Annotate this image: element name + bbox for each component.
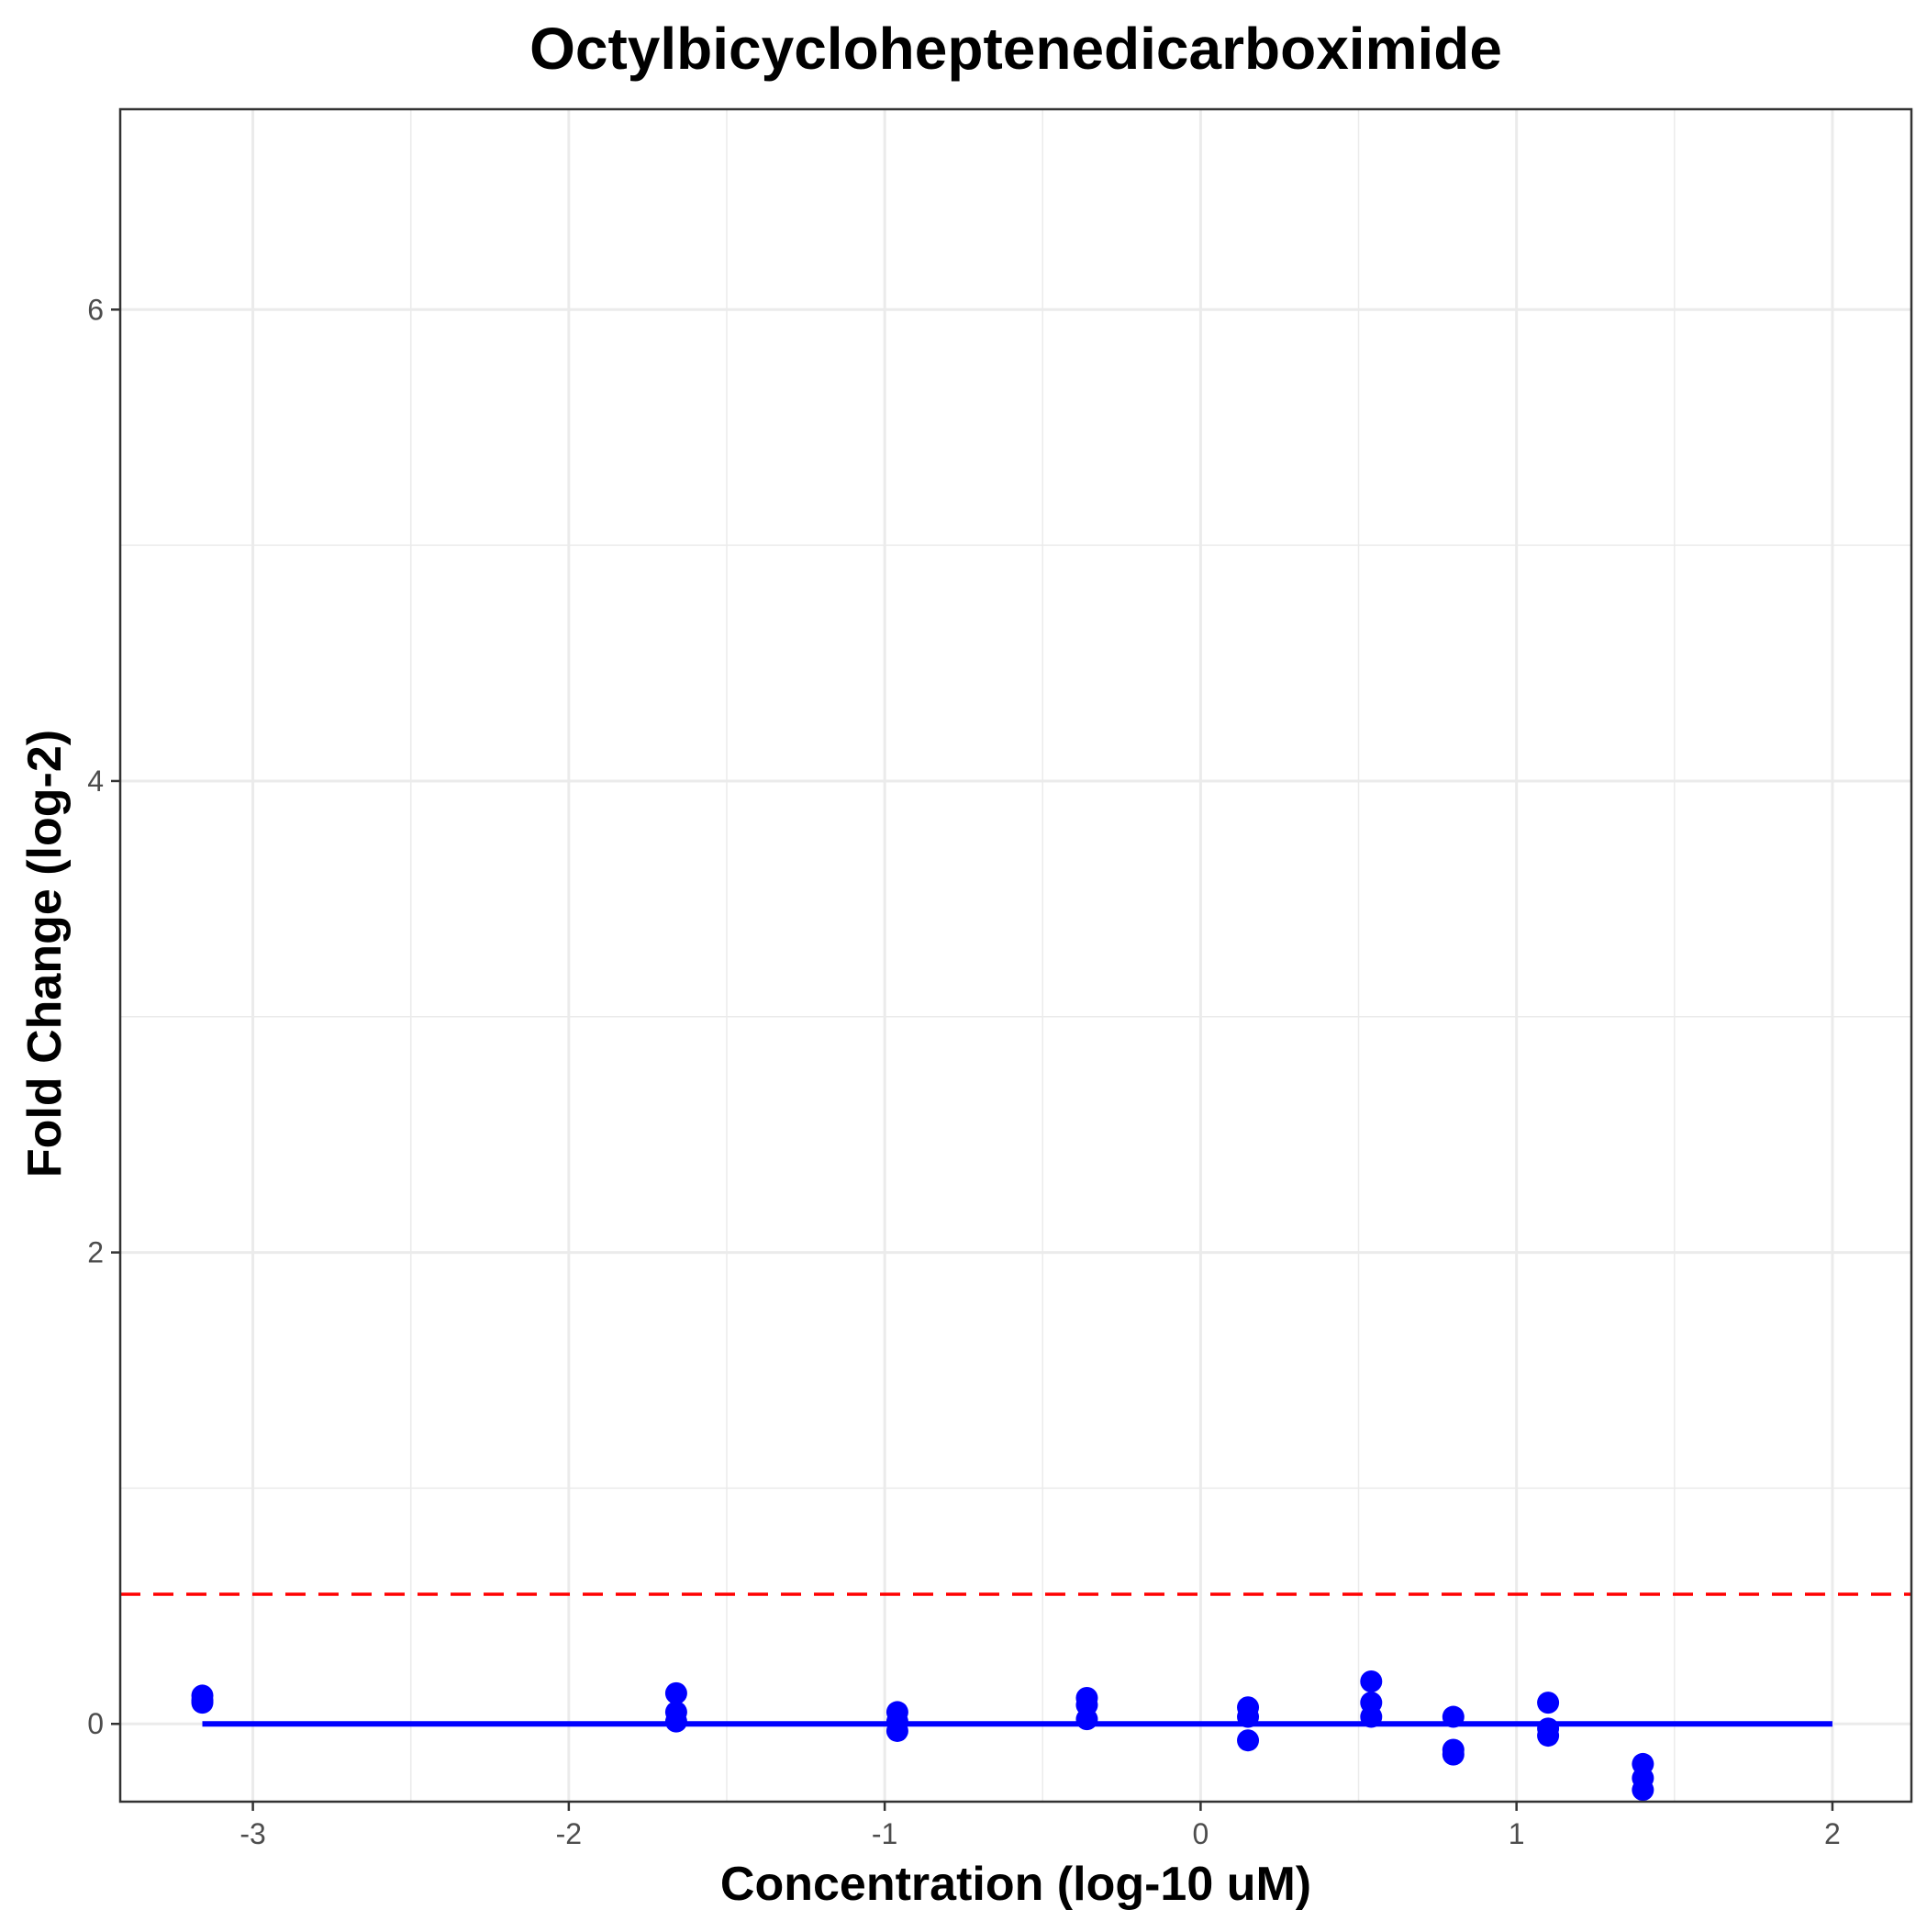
x-tick-label: -3 xyxy=(239,1817,265,1850)
data-point xyxy=(1537,1725,1560,1748)
y-axis-title: Fold Change (log-2) xyxy=(18,730,72,1178)
data-point xyxy=(1360,1705,1383,1728)
y-tick-label: 0 xyxy=(87,1707,104,1740)
data-point xyxy=(886,1719,908,1742)
y-tick-label: 6 xyxy=(87,293,104,326)
y-tick-label: 2 xyxy=(87,1236,104,1269)
data-point xyxy=(191,1692,214,1714)
data-point xyxy=(664,1710,687,1733)
data-point xyxy=(1632,1779,1654,1802)
x-tick-label: 1 xyxy=(1509,1817,1525,1850)
x-axis-title: Concentration (log-10 uM) xyxy=(720,1858,1311,1911)
grid xyxy=(120,109,1911,1802)
data-point xyxy=(1237,1729,1260,1752)
x-tick-label: 2 xyxy=(1824,1817,1841,1850)
y-tick-label: 4 xyxy=(87,765,104,798)
data-points xyxy=(191,1670,1654,1802)
data-point xyxy=(1442,1743,1465,1766)
data-point xyxy=(1537,1692,1560,1714)
axes: -3 -2 -1 0 1 2 0 2 4 6 xyxy=(87,107,1913,1850)
x-tick-label: -2 xyxy=(556,1817,582,1850)
x-tick-label: 0 xyxy=(1192,1817,1209,1850)
data-point xyxy=(664,1681,687,1704)
data-point xyxy=(1360,1670,1383,1693)
data-point xyxy=(1075,1708,1098,1731)
panel-border xyxy=(118,107,1913,1804)
data-point xyxy=(1237,1705,1260,1728)
data-point xyxy=(1442,1705,1465,1728)
chart-title: Octylbicycloheptenedicarboximide xyxy=(529,16,1502,82)
x-tick-label: -1 xyxy=(872,1817,897,1850)
reference-lines xyxy=(120,1592,1911,1727)
